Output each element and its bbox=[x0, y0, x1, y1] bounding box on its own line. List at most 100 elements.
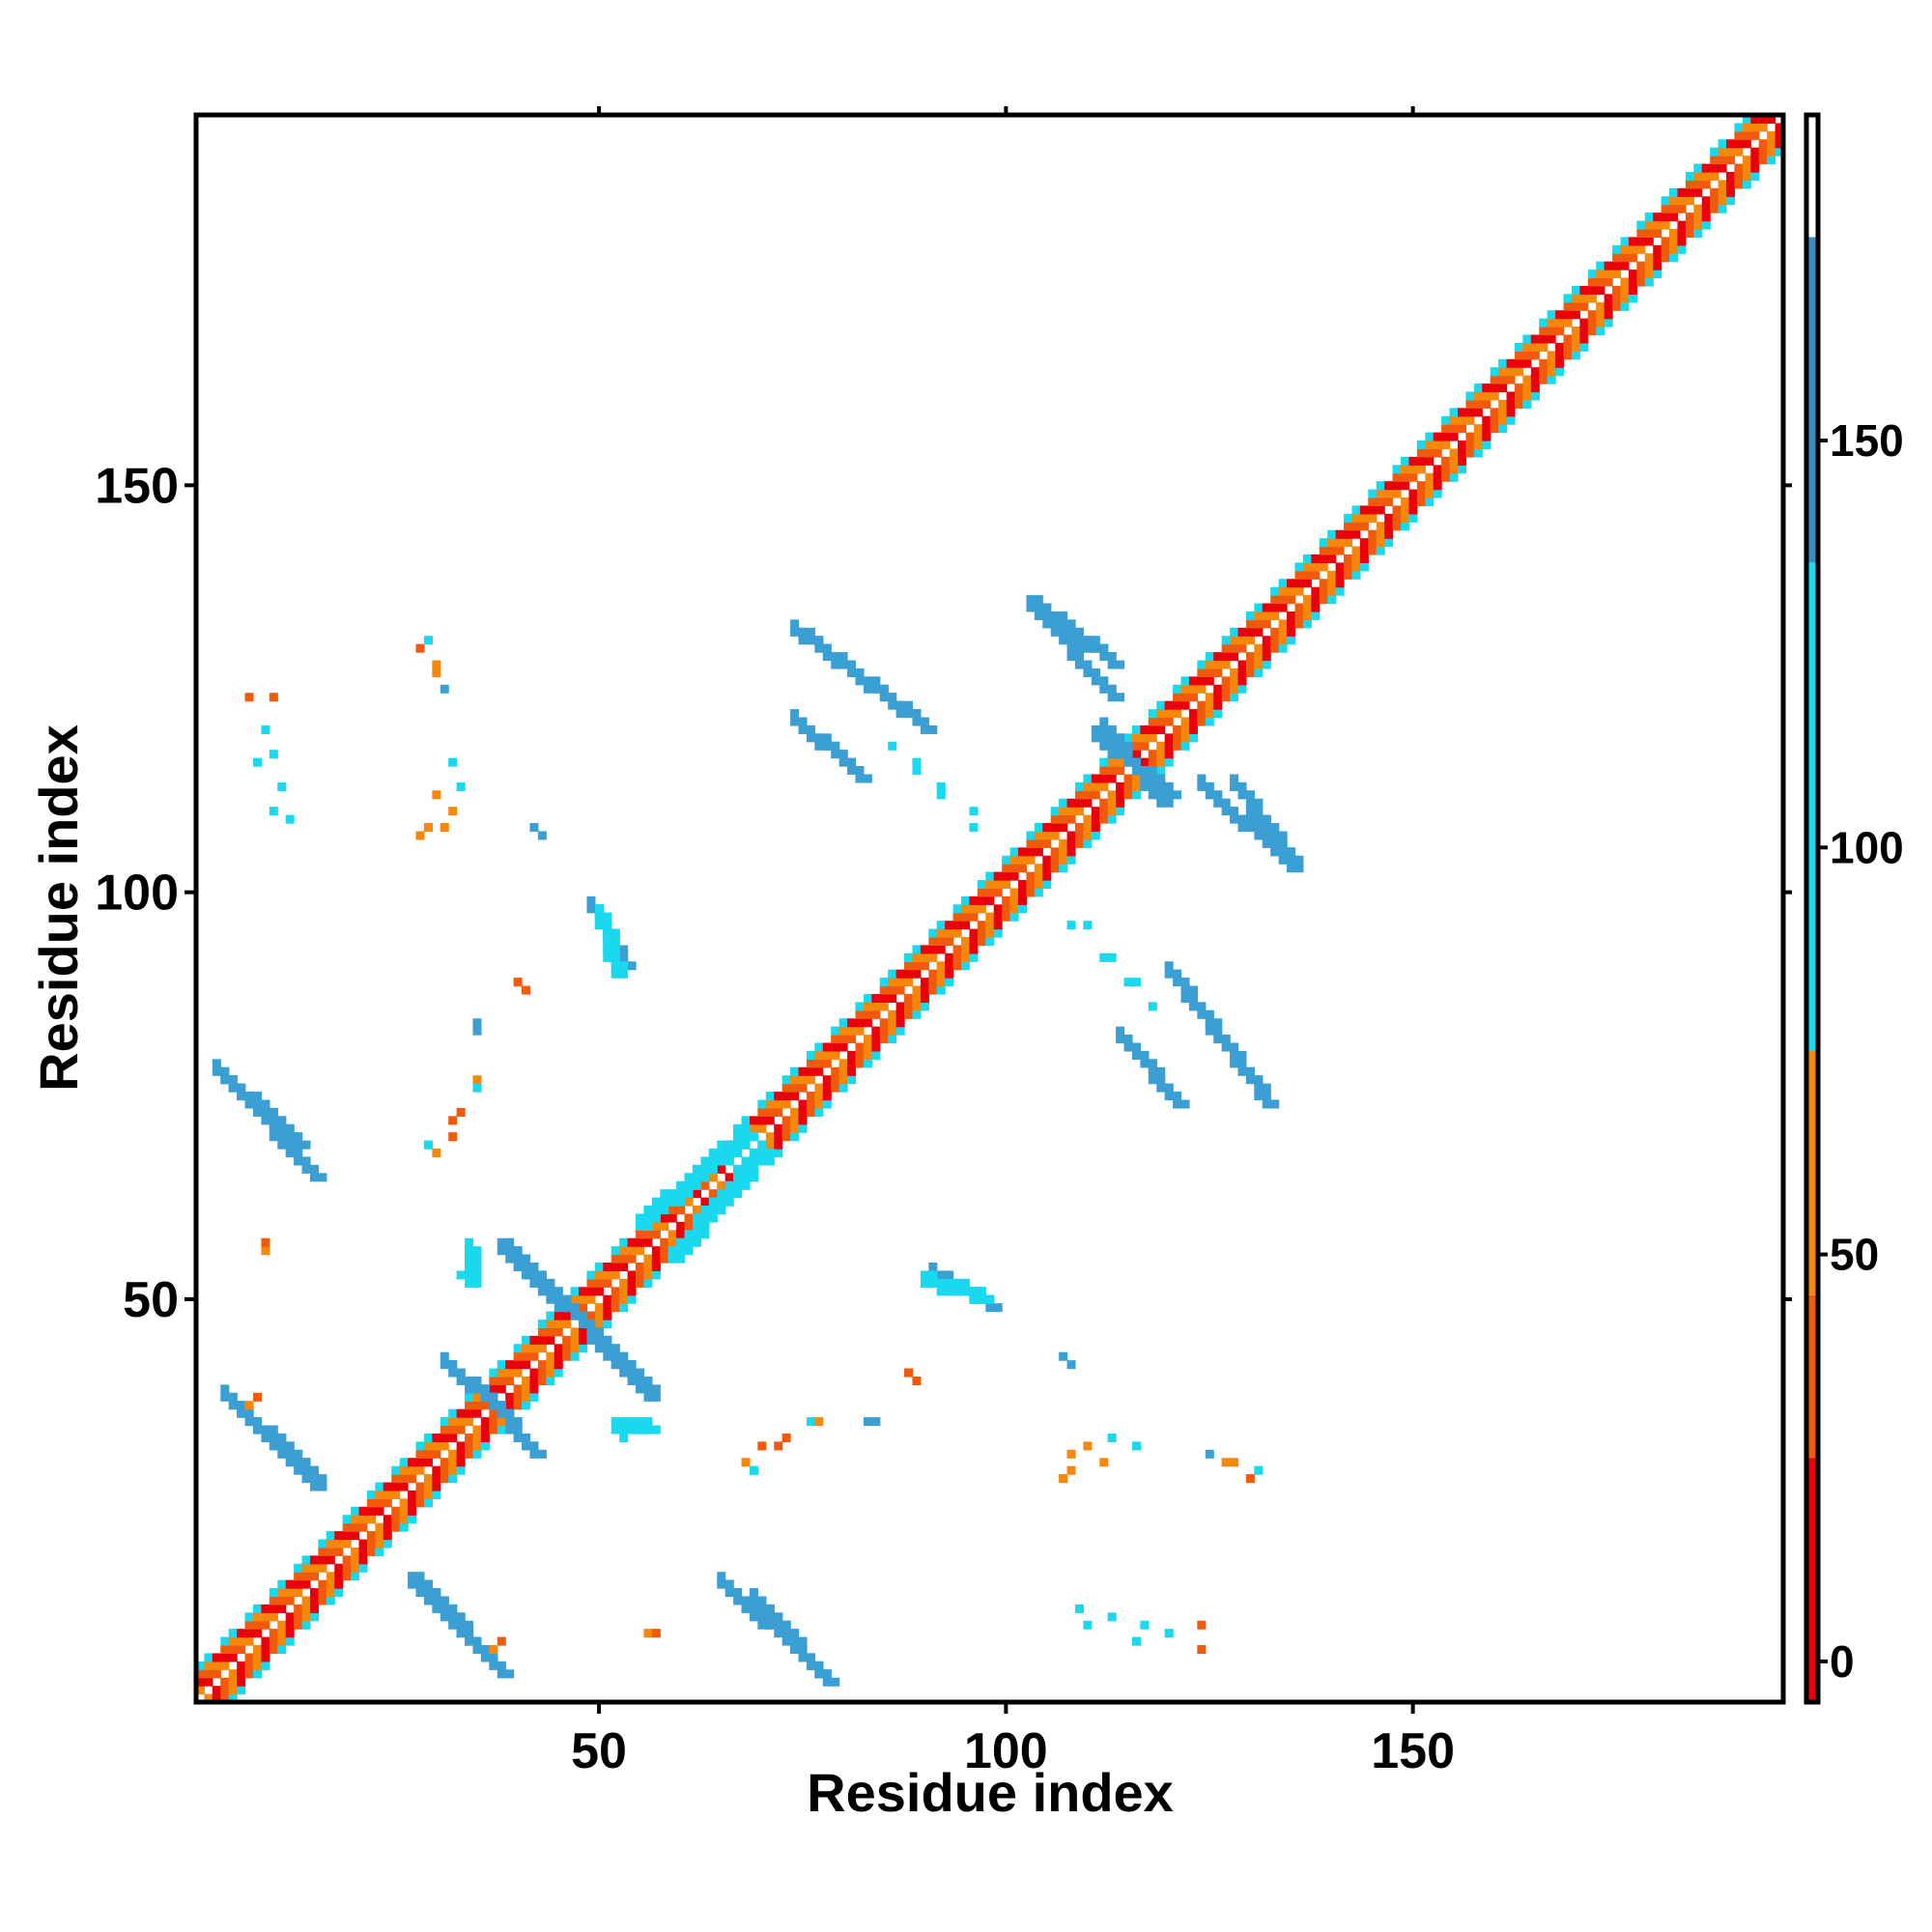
heatmap-cell bbox=[1767, 139, 1776, 149]
heatmap-cell bbox=[1392, 505, 1402, 515]
heatmap-cell bbox=[1327, 586, 1337, 596]
heatmap-cell bbox=[781, 1620, 791, 1630]
heatmap-cell bbox=[1262, 831, 1271, 840]
heatmap-cell bbox=[1205, 1018, 1214, 1028]
heatmap-cell bbox=[757, 1612, 767, 1622]
heatmap-cell bbox=[1066, 619, 1076, 629]
heatmap-cell bbox=[1547, 318, 1556, 327]
heatmap-cell bbox=[579, 1287, 588, 1296]
heatmap-cell bbox=[1099, 807, 1109, 816]
heatmap-cell bbox=[423, 1482, 433, 1492]
heatmap-cell bbox=[1473, 384, 1483, 393]
heatmap-cell bbox=[798, 717, 808, 726]
heatmap-cell bbox=[912, 766, 922, 776]
heatmap-cell bbox=[269, 1604, 278, 1613]
heatmap-cell bbox=[1180, 978, 1190, 987]
heatmap-cell bbox=[603, 1311, 612, 1321]
heatmap-cell bbox=[1254, 668, 1264, 677]
heatmap-cell bbox=[635, 1425, 645, 1435]
heatmap-cell bbox=[757, 1149, 767, 1158]
heatmap-cell bbox=[1278, 636, 1288, 645]
heatmap-cell bbox=[993, 921, 1003, 930]
heatmap-cell bbox=[1148, 1002, 1157, 1011]
heatmap-cell bbox=[546, 1360, 555, 1370]
heatmap-cell bbox=[537, 1335, 547, 1345]
heatmap-cell bbox=[1230, 1050, 1239, 1060]
heatmap-cell bbox=[1116, 790, 1125, 800]
heatmap-cell bbox=[741, 1596, 751, 1605]
heatmap-cell bbox=[928, 952, 938, 962]
heatmap-cell bbox=[261, 1246, 270, 1256]
y-tick-label: 150 bbox=[95, 458, 179, 514]
heatmap-cell bbox=[277, 1579, 287, 1589]
heatmap-cell bbox=[529, 1270, 539, 1280]
heatmap-cell bbox=[489, 1401, 498, 1410]
heatmap-cell bbox=[1514, 358, 1523, 368]
heatmap-cell bbox=[301, 1555, 311, 1565]
heatmap-cell bbox=[423, 1441, 433, 1451]
heatmap-cell bbox=[1099, 652, 1109, 662]
heatmap-cell bbox=[822, 1059, 832, 1068]
heatmap-cell bbox=[838, 660, 848, 669]
heatmap-cell bbox=[1123, 781, 1133, 791]
heatmap-cell bbox=[448, 1132, 458, 1142]
heatmap-cell bbox=[1457, 456, 1466, 466]
heatmap-cell bbox=[472, 1645, 482, 1655]
heatmap-cell bbox=[774, 1107, 783, 1117]
heatmap-cell bbox=[594, 1319, 604, 1329]
heatmap-cell bbox=[993, 888, 1003, 897]
heatmap-cell bbox=[724, 1173, 734, 1182]
heatmap-cell bbox=[1188, 724, 1198, 734]
heatmap-cell bbox=[1107, 952, 1117, 962]
heatmap-cell bbox=[1571, 285, 1580, 295]
heatmap-cell bbox=[1066, 814, 1076, 824]
heatmap-cell bbox=[1644, 277, 1654, 287]
heatmap-cell bbox=[432, 1465, 441, 1475]
heatmap-cell bbox=[611, 1351, 620, 1361]
heatmap-cell bbox=[708, 1156, 718, 1166]
heatmap-cell bbox=[863, 1009, 872, 1019]
heatmap-cell bbox=[781, 1123, 791, 1133]
heatmap-cell bbox=[1262, 838, 1271, 848]
heatmap-cell bbox=[1596, 318, 1605, 327]
heatmap-cell bbox=[619, 961, 629, 971]
heatmap-cell bbox=[408, 1506, 417, 1516]
heatmap-cell bbox=[1710, 196, 1719, 206]
heatmap-cell bbox=[513, 1344, 523, 1353]
heatmap-cell bbox=[440, 1458, 449, 1467]
heatmap-cell bbox=[1287, 586, 1296, 596]
heatmap-cell bbox=[294, 1588, 303, 1598]
heatmap-cell bbox=[1059, 636, 1068, 645]
heatmap-cell bbox=[814, 1669, 824, 1679]
heatmap-cell bbox=[529, 823, 539, 833]
heatmap-cell bbox=[749, 1123, 758, 1133]
heatmap-cell bbox=[285, 1588, 295, 1598]
heatmap-cell bbox=[692, 1180, 701, 1190]
heatmap-cell bbox=[1245, 652, 1255, 662]
heatmap-cell bbox=[586, 1294, 596, 1304]
heatmap-cell bbox=[1344, 529, 1353, 539]
heatmap-cell bbox=[912, 961, 922, 971]
heatmap-cell bbox=[1425, 448, 1435, 458]
heatmap-cell bbox=[1376, 489, 1385, 498]
heatmap-cell bbox=[196, 1686, 206, 1695]
heatmap-cell bbox=[1506, 367, 1516, 377]
heatmap-cell bbox=[1685, 187, 1694, 197]
heatmap-cell bbox=[277, 1441, 287, 1451]
heatmap-cell bbox=[1205, 717, 1214, 726]
heatmap-cell bbox=[497, 1636, 506, 1646]
heatmap-cell bbox=[684, 1180, 694, 1190]
heatmap-cell bbox=[1612, 270, 1622, 279]
heatmap-cell bbox=[326, 1555, 335, 1565]
heatmap-cell bbox=[513, 1351, 523, 1361]
heatmap-cell bbox=[513, 1433, 523, 1442]
plot-frame bbox=[193, 112, 1786, 1705]
heatmap-cell bbox=[465, 1408, 474, 1418]
heatmap-cell bbox=[1173, 733, 1182, 743]
heatmap-cell bbox=[985, 888, 995, 897]
heatmap-cell bbox=[1107, 1433, 1117, 1442]
heatmap-cell bbox=[676, 1246, 686, 1256]
heatmap-cell bbox=[326, 1539, 335, 1548]
heatmap-cell bbox=[1188, 1002, 1198, 1011]
heatmap-cell bbox=[945, 961, 954, 971]
